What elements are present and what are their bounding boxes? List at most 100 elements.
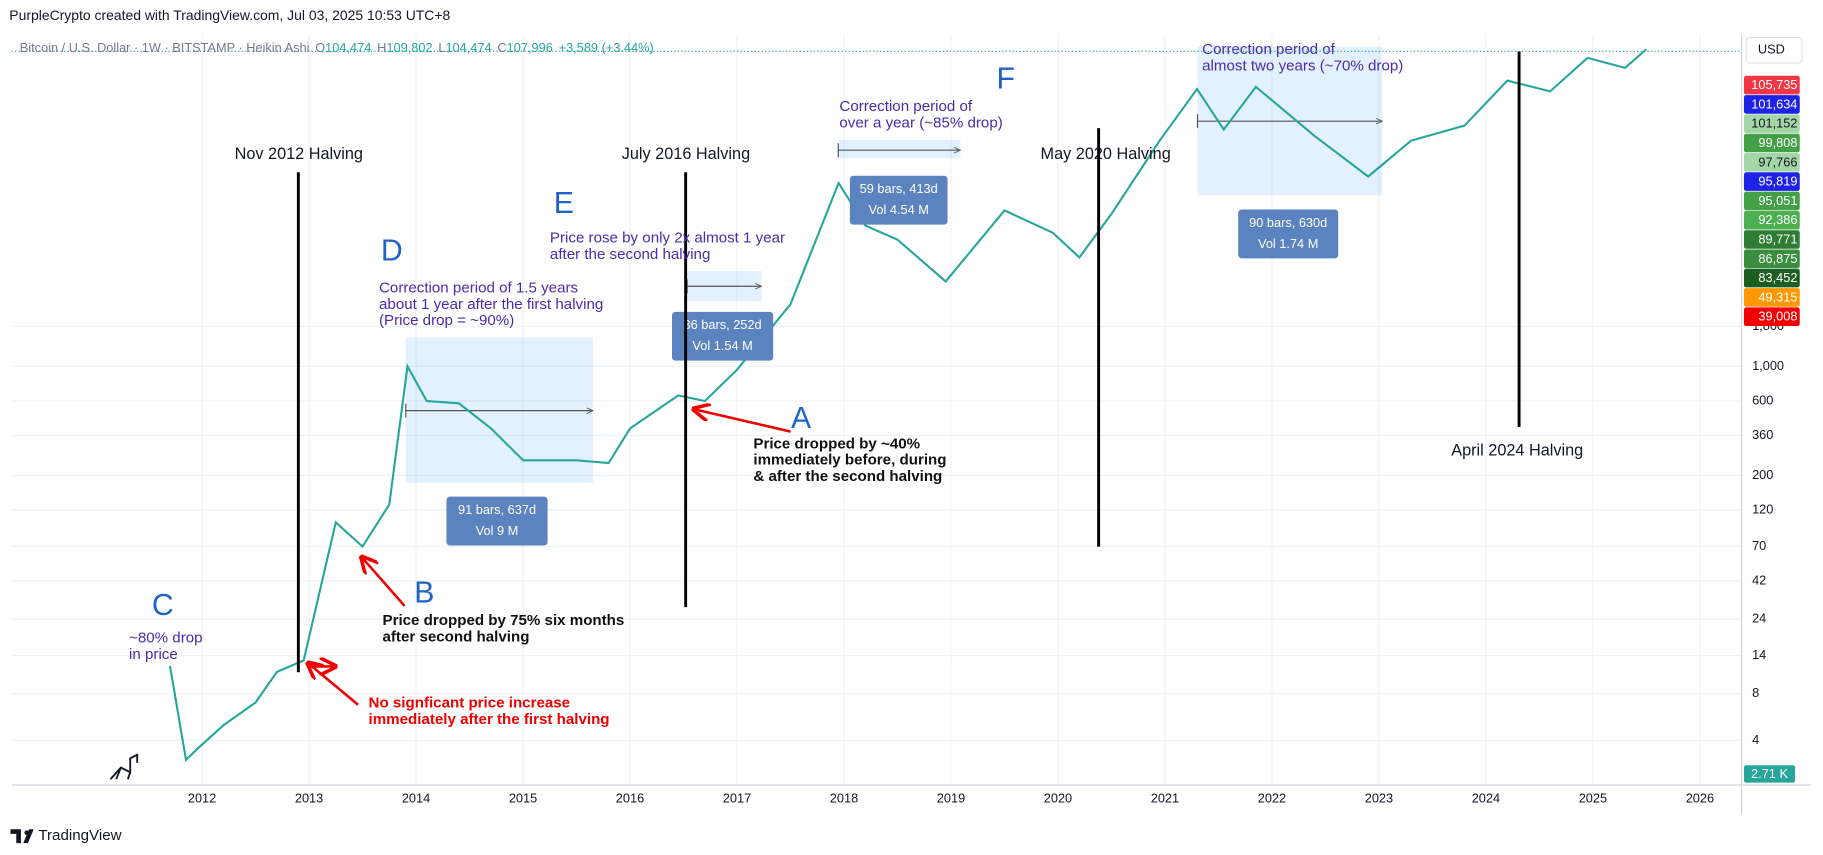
note: ~80% drop [129, 630, 203, 647]
volume-label-bg [1743, 765, 1796, 783]
letter-label: B [414, 576, 434, 609]
x-tick-label: 2026 [1686, 790, 1714, 805]
measure-bars: 59 bars, 413d [860, 181, 938, 196]
halving-label: Nov 2012 Halving [235, 145, 363, 163]
halving-label: July 2016 Halving [622, 145, 750, 163]
brand: TradingView [38, 827, 121, 844]
note: (Price drop = ~90%) [379, 312, 514, 329]
note: Correction period of 1.5 years [379, 280, 578, 297]
note: No signficant price increase [369, 695, 571, 712]
note: Correction period of [839, 98, 972, 115]
measure-box [849, 175, 948, 225]
price-label: 86,875 [1758, 251, 1797, 266]
note: after second halving [383, 628, 530, 645]
measure-volume: Vol 4.54 M [869, 202, 929, 217]
dino [109, 753, 139, 780]
measure-bars: 36 bars, 252d [684, 317, 762, 332]
arrow [695, 409, 791, 433]
x-tick-label: 2012 [188, 790, 216, 805]
x-tick-label: 2020 [1044, 790, 1072, 805]
halving-label: April 2024 Halving [1451, 442, 1583, 460]
letter-label: F [996, 62, 1014, 95]
arrows [309, 409, 791, 706]
price-label: 97,766 [1758, 154, 1797, 169]
price-label: 92,386 [1758, 212, 1797, 227]
ohlc-key: O [315, 40, 325, 55]
price-label-bg [1743, 172, 1800, 191]
halving-label: May 2020 Halving [1041, 145, 1171, 163]
letter-label: E [554, 187, 574, 220]
y-tick-label: 70 [1752, 538, 1766, 553]
price-label-bg [1743, 230, 1800, 249]
measure-box [446, 496, 548, 546]
x-tick-label: 2019 [937, 790, 965, 805]
attribution: PurpleCrypto created with TradingView.co… [9, 7, 450, 23]
y-tick-label: 360 [1752, 427, 1773, 442]
letter-label: C [152, 589, 174, 622]
price-label-bg [1743, 268, 1800, 288]
x-tick-label: 2022 [1258, 790, 1286, 805]
price-label: 105,735 [1751, 77, 1797, 92]
dino-icon [109, 753, 139, 780]
price-label-bg [1743, 191, 1800, 211]
x-tick-label: 2018 [830, 790, 858, 805]
measure-box [1238, 209, 1339, 259]
annotations: 91 bars, 637d Vol 9 M 36 bars, 252d Vol 1.5… [129, 41, 1583, 728]
y-tick-label: 14 [1752, 647, 1766, 662]
measure-region [838, 139, 961, 159]
x-tick-label: 2015 [509, 790, 537, 805]
note: & after the second halving [753, 468, 942, 485]
note: in price [129, 646, 178, 663]
price-label-bg [1743, 95, 1800, 114]
measure-bars: 90 bars, 630d [1249, 215, 1327, 230]
price-label-bg [1743, 307, 1800, 327]
price-label: 99,808 [1758, 135, 1797, 150]
price-label: 49,315 [1758, 289, 1797, 304]
ohlc-key: H [377, 40, 386, 55]
volume-label: 2.71 K [1751, 766, 1788, 781]
y-tick-label: 600 [1752, 392, 1773, 407]
price-label-bg [1743, 114, 1800, 134]
x-tick-label: 2013 [295, 790, 323, 805]
measure-volume: Vol 1.74 M [1258, 236, 1318, 251]
y-tick-label: 8 [1752, 685, 1759, 700]
price-label: 39,008 [1758, 309, 1797, 324]
note: about 1 year after the first halving [379, 296, 603, 313]
measure-bars: 91 bars, 637d [458, 502, 536, 517]
currency: USD [1758, 42, 1785, 57]
measure-box [671, 311, 774, 361]
price-label: 101,634 [1751, 96, 1797, 111]
price-label-bg [1743, 210, 1800, 230]
symbol-legend: Bitcoin / U.S. Dollar · 1W · BITSTAMP · … [20, 40, 654, 55]
x-tick-label: 2023 [1365, 790, 1393, 805]
price-label: 89,771 [1758, 231, 1797, 246]
note: after the second halving [550, 246, 710, 263]
y-tick-label: 4 [1752, 732, 1759, 747]
price-label-bg [1743, 133, 1800, 153]
x-tick-label: 2025 [1579, 790, 1607, 805]
arrow [309, 664, 359, 706]
price-label: 95,051 [1758, 193, 1797, 208]
ohlc-value: 104,474 [325, 40, 371, 55]
note: Price dropped by 75% six months [383, 612, 625, 629]
y-tick-label: 42 [1752, 572, 1766, 587]
price-label: 101,152 [1751, 116, 1797, 131]
ohlc-key: C [497, 40, 506, 55]
letter-label: A [791, 402, 812, 435]
price-line [168, 48, 1648, 763]
x-tick-label: 2014 [402, 790, 430, 805]
note: almost two years (~70% drop) [1202, 57, 1403, 74]
measure-volume: Vol 1.54 M [692, 338, 752, 353]
price-label-bg [1743, 288, 1800, 307]
ohlc-key: L [438, 40, 445, 55]
x-tick-label: 2021 [1151, 790, 1179, 805]
currency-box[interactable] [1745, 36, 1803, 64]
price-label: 95,819 [1758, 174, 1797, 189]
price-label-bg [1743, 75, 1800, 95]
price-label-bg [1743, 249, 1800, 269]
price-label-bg [1743, 153, 1800, 172]
measure-volume: Vol 9 M [476, 523, 519, 538]
note: over a year (~85% drop) [839, 114, 1002, 131]
